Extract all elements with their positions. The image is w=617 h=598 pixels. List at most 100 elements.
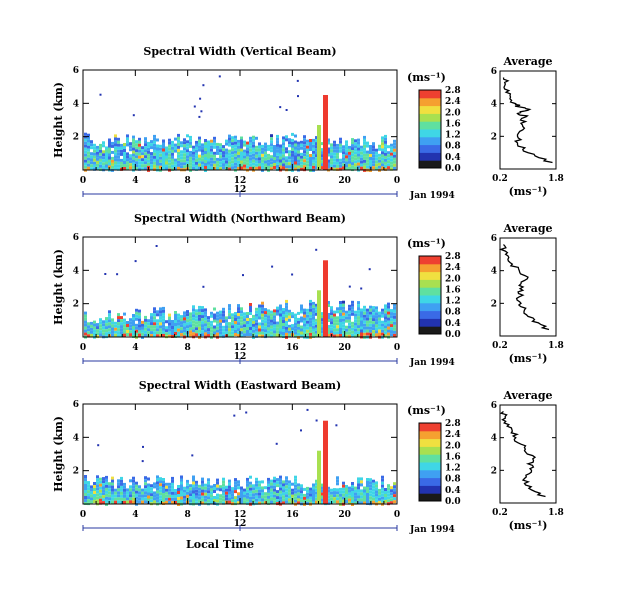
heatmap-cell [108,485,111,489]
heatmap-cell [333,316,336,320]
heatmap-cell [97,444,100,447]
heatmap-cell [357,144,360,148]
heatmap-cell [342,151,345,155]
heatmap-cell [252,493,255,497]
heatmap-cell [216,142,219,146]
heatmap-cell [348,486,351,490]
date-label: Jan 1994 [409,525,455,535]
heatmap-cell [279,496,282,500]
heatmap-cell [267,330,270,334]
heatmap-cell [342,300,345,304]
heatmap-cell [336,479,339,483]
heatmap-cell [369,487,372,491]
heatmap-cell [171,161,174,165]
heatmap-cell [192,478,195,482]
heatmap-cell [393,312,396,316]
heatmap-cell [279,484,282,488]
heatmap-cell [240,154,243,158]
heatmap-cell [252,317,255,321]
heatmap-cell [150,493,153,497]
heatmap-cell [246,495,249,499]
heatmap-cell [198,166,201,170]
average-frame [499,404,557,504]
heatmap-cell [390,324,393,328]
heatmap-cell [237,495,240,499]
heatmap-cell [315,500,318,504]
heatmap-cell [84,317,87,321]
heatmap-cell [93,155,96,159]
heatmap-cell [234,135,237,139]
heatmap-cell [117,167,120,171]
heatmap-cell [114,149,117,153]
heatmap-cell [348,328,351,332]
heatmap-cell [234,490,237,494]
heatmap-cell [135,332,138,336]
heatmap-cell [183,320,186,324]
heatmap-cell [105,332,108,336]
colorbar-tick-label: 2.0 [445,274,461,284]
heatmap-cell [96,496,99,500]
heatmap-cell [180,165,183,169]
heatmap-cell [93,161,96,165]
colorbar-tick-label: 0.4 [445,153,461,163]
heatmap-cell [156,331,159,335]
heatmap-cell [207,490,210,494]
heatmap-cell [267,312,270,316]
heatmap-cell [330,494,333,498]
heatmap-cell [219,322,222,326]
heatmap-cell [201,498,204,502]
heatmap-cell [306,329,309,333]
heatmap-cell [108,141,111,145]
heatmap-cell [132,479,135,483]
heatmap-cell [168,147,171,151]
heatmap-cell [312,159,315,163]
heatmap-cell [372,163,375,167]
heatmap-cell [87,145,90,149]
colorbar-swatch [419,318,441,327]
heatmap-cell [210,148,213,152]
colorbar-tick-label: 2.0 [445,441,461,451]
heatmap-cell [375,327,378,331]
heatmap-cell [267,495,270,499]
heatmap-cell [162,315,165,319]
heatmap-cell [126,500,129,504]
heatmap-cell [384,313,387,317]
heatmap-cell [366,323,369,327]
heatmap-cell [294,322,297,326]
heatmap-cell [174,498,177,501]
heatmap-cell [276,158,279,162]
heatmap-cell [390,498,393,502]
heatmap-cell [201,146,204,150]
heatmap-cell [108,488,111,492]
heatmap-cell [153,134,156,138]
heatmap-cell [303,156,306,160]
heatmap-cell [249,139,252,143]
heatmap-cell [240,142,243,146]
heatmap-cell [255,160,258,164]
colorbar-swatch [419,136,441,146]
heatmap-cell [84,144,87,148]
heatmap-cell [156,493,159,497]
average-y-tick-label: 6 [491,234,497,244]
heatmap-cell [198,139,201,143]
colorbar-swatch [419,423,441,432]
heatmap-cell [159,310,162,314]
heatmap-cell [378,332,381,336]
heatmap-cell [234,315,237,318]
heatmap-cell [363,320,366,324]
heatmap-cell [336,149,339,153]
heatmap-cell [228,322,231,326]
heatmap-cell [99,477,102,481]
heatmap-cell [228,167,231,171]
heatmap-cell [120,500,123,504]
heatmap-cell [159,316,162,320]
heatmap-cell [177,157,180,161]
heatmap-cell [333,146,336,150]
heatmap-cell [84,329,87,333]
heatmap-cell [84,147,87,151]
heatmap-cell [150,496,153,500]
heatmap-cell [99,486,102,490]
heatmap-cell [321,312,324,316]
heatmap-cell [300,499,303,503]
heatmap-cell [381,145,384,149]
